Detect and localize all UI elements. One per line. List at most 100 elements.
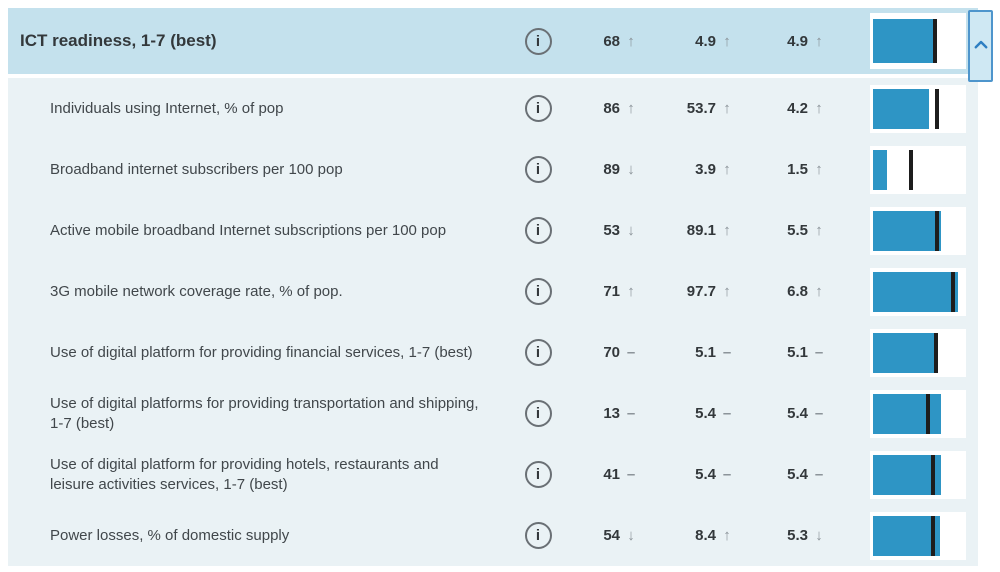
rank-value: 13 <box>603 405 620 422</box>
rank-trend-arrow-icon: – <box>626 466 636 483</box>
value-trend-arrow-icon: – <box>722 466 732 483</box>
rank-trend-arrow-icon: ↓ <box>627 161 635 178</box>
value-column: 3.9 ↑ <box>642 161 738 178</box>
value-column: 4.9 ↑ <box>642 33 738 50</box>
rank-column: 86 ↑ <box>566 100 642 117</box>
info-button[interactable]: i <box>510 95 566 122</box>
info-icon: i <box>524 400 552 427</box>
scroll-up-button[interactable] <box>968 10 993 82</box>
bar-marker <box>934 88 939 129</box>
chevron-up-icon <box>972 36 990 57</box>
rank-column: 89 ↓ <box>566 161 642 178</box>
value-trend-arrow-icon: ↑ <box>723 100 731 117</box>
indicator-rows: Individuals using Internet, % of pop i 8… <box>8 78 978 566</box>
score-value: 4.2 <box>787 100 808 117</box>
score-value: 5.3 <box>787 527 808 544</box>
info-icon: i <box>524 339 552 366</box>
score-trend-arrow-icon: ↑ <box>815 283 823 300</box>
rank-value: 54 <box>603 527 620 544</box>
score-value: 4.9 <box>787 32 808 50</box>
info-button[interactable]: i <box>510 339 566 366</box>
rank-trend-arrow-icon: ↑ <box>627 283 635 300</box>
info-icon: i <box>524 278 552 305</box>
score-trend-arrow-icon: ↑ <box>815 100 823 117</box>
bar-marker <box>931 454 936 495</box>
rank-column: 71 ↑ <box>566 283 642 300</box>
rank-trend-arrow-icon: – <box>626 344 636 361</box>
info-icon: i <box>524 461 552 488</box>
value-value: 97.7 <box>686 283 716 300</box>
score-value: 5.1 <box>787 344 808 361</box>
score-column: 5.1 – <box>738 344 830 361</box>
value-value: 3.9 <box>695 161 716 178</box>
info-button[interactable]: i <box>510 217 566 244</box>
rank-column: 13 – <box>566 405 642 422</box>
rank-trend-arrow-icon: – <box>626 405 636 422</box>
score-column: 5.4 – <box>738 405 830 422</box>
info-button[interactable]: i <box>510 400 566 427</box>
value-trend-arrow-icon: – <box>722 344 732 361</box>
score-column: 4.9 ↑ <box>738 33 830 50</box>
indicator-row[interactable]: Broadband internet subscribers per 100 p… <box>8 139 978 200</box>
score-value: 6.8 <box>787 283 808 300</box>
rank-value: 53 <box>603 222 620 239</box>
rank-trend-arrow-icon: ↓ <box>627 222 635 239</box>
value-column: 97.7 ↑ <box>642 283 738 300</box>
score-trend-arrow-icon: ↑ <box>815 222 823 239</box>
category-header-row[interactable]: ICT readiness, 1-7 (best) i 68 ↑ 4.9 ↑ 4… <box>8 8 978 74</box>
rank-column: 54 ↓ <box>566 527 642 544</box>
score-value: 5.4 <box>787 466 808 483</box>
value-trend-arrow-icon: ↑ <box>723 527 731 544</box>
score-bar-chart[interactable] <box>870 450 966 499</box>
value-trend-arrow-icon: – <box>722 405 732 422</box>
bar-fill <box>873 210 941 251</box>
score-bar-chart[interactable] <box>870 145 966 194</box>
rank-trend-arrow-icon: ↑ <box>627 32 635 50</box>
info-icon: i <box>524 27 552 55</box>
score-bar-chart[interactable] <box>870 267 966 316</box>
indicator-row[interactable]: 3G mobile network coverage rate, % of po… <box>8 261 978 322</box>
bar-fill <box>873 149 888 190</box>
score-column: 6.8 ↑ <box>738 283 830 300</box>
indicator-row[interactable]: Use of digital platform for providing ho… <box>8 444 978 505</box>
score-column: 5.4 – <box>738 466 830 483</box>
info-button[interactable]: i <box>510 278 566 305</box>
bar-fill <box>873 515 940 556</box>
info-button[interactable]: i <box>510 156 566 183</box>
score-value: 5.5 <box>787 222 808 239</box>
rank-value: 71 <box>603 283 620 300</box>
info-button[interactable]: i <box>510 27 566 55</box>
indicator-row[interactable]: Use of digital platform for providing fi… <box>8 322 978 383</box>
indicator-row[interactable]: Power losses, % of domestic supply i 54 … <box>8 505 978 566</box>
indicator-row[interactable]: Active mobile broadband Internet subscri… <box>8 200 978 261</box>
score-bar-chart[interactable] <box>870 511 966 560</box>
score-trend-arrow-icon: – <box>814 344 824 361</box>
score-trend-arrow-icon: – <box>814 405 824 422</box>
score-bar-chart[interactable] <box>870 389 966 438</box>
value-value: 5.4 <box>695 405 716 422</box>
score-bar-chart[interactable] <box>870 206 966 255</box>
value-column: 5.4 – <box>642 466 738 483</box>
score-bar-chart[interactable] <box>870 328 966 377</box>
info-icon: i <box>524 522 552 549</box>
info-button[interactable]: i <box>510 461 566 488</box>
value-trend-arrow-icon: ↑ <box>723 161 731 178</box>
value-column: 5.4 – <box>642 405 738 422</box>
indicator-label: Active mobile broadband Internet subscri… <box>50 221 447 239</box>
info-button[interactable]: i <box>510 522 566 549</box>
value-value: 53.7 <box>686 100 716 117</box>
indicator-label: Use of digital platform for providing ho… <box>50 455 439 493</box>
indicator-row[interactable]: Individuals using Internet, % of pop i 8… <box>8 78 978 139</box>
score-bar-chart[interactable] <box>870 84 966 133</box>
value-value: 5.4 <box>695 466 716 483</box>
score-bar-chart[interactable] <box>870 13 966 69</box>
value-column: 8.4 ↑ <box>642 527 738 544</box>
indicator-label: Broadband internet subscribers per 100 p… <box>50 160 343 178</box>
indicator-row[interactable]: Use of digital platforms for providing t… <box>8 383 978 444</box>
ict-readiness-panel: ICT readiness, 1-7 (best) i 68 ↑ 4.9 ↑ 4… <box>8 8 993 566</box>
value-column: 89.1 ↑ <box>642 222 738 239</box>
rank-value: 41 <box>603 466 620 483</box>
score-column: 1.5 ↑ <box>738 161 830 178</box>
indicator-label: Individuals using Internet, % of pop <box>50 99 284 117</box>
bar-fill <box>873 19 937 63</box>
